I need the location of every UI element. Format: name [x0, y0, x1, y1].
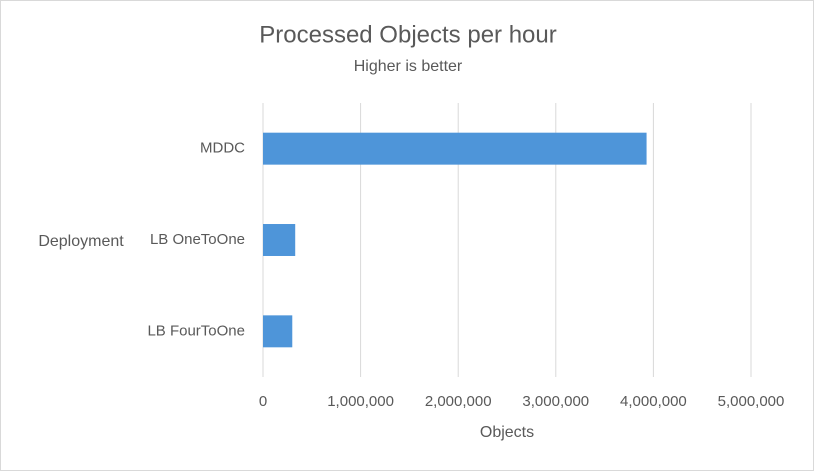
y-tick-label: LB OneToOne — [150, 231, 245, 248]
y-axis-title: Deployment — [38, 233, 124, 250]
x-tick-label: 4,000,000 — [620, 393, 687, 410]
x-tick-label: 3,000,000 — [522, 393, 589, 410]
bar — [263, 315, 293, 348]
x-axis-title: Objects — [480, 424, 534, 441]
bar — [263, 132, 647, 165]
y-tick-label: LB FourToOne — [147, 322, 245, 339]
x-tick-label: 5,000,000 — [718, 393, 785, 410]
chart-subtitle: Higher is better — [354, 58, 463, 75]
x-tick-label: 1,000,000 — [327, 393, 394, 410]
bar — [263, 224, 296, 256]
x-tick-label: 0 — [259, 393, 267, 410]
y-tick-label: MDDC — [200, 140, 245, 157]
x-tick-label: 2,000,000 — [425, 393, 492, 410]
chart-title: Processed Objects per hour — [259, 21, 556, 48]
